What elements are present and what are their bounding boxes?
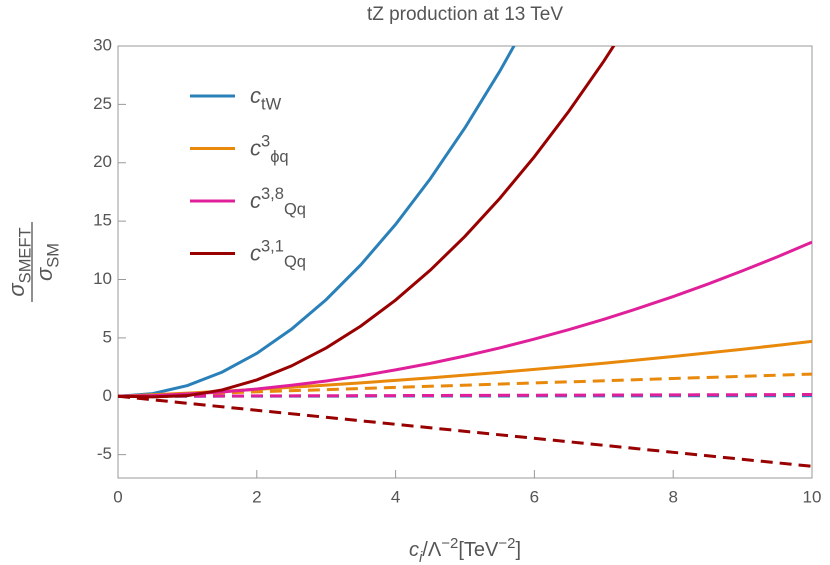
- text-part: −2: [441, 535, 458, 552]
- plot-frame: [117, 45, 813, 479]
- rich-text: c3,1Qq: [250, 238, 306, 271]
- text-part: [TeV: [458, 539, 499, 561]
- text-part: SM: [45, 243, 63, 268]
- chart-title: tZ production at 13 TeV: [367, 4, 563, 25]
- linear-term-line: [118, 393, 812, 398]
- text-part: c: [250, 188, 261, 213]
- rich-text: ci/Λ−2[TeV−2]: [409, 535, 521, 565]
- linear-term-line: [118, 394, 812, 468]
- text-part: c: [250, 136, 261, 161]
- x-tick-label: 10: [803, 487, 822, 506]
- rich-text: c3,8Qq: [250, 185, 306, 218]
- text-part: c: [250, 83, 261, 108]
- y-tick-label: 25: [93, 94, 112, 113]
- text-part: 3,8: [261, 185, 284, 203]
- text-part: 3,1: [261, 238, 284, 256]
- y-tick-label: 0: [103, 386, 112, 405]
- rich-text: σSMEFT: [4, 227, 35, 296]
- x-tick-label: 0: [113, 487, 122, 506]
- x-tick-label: 4: [391, 487, 400, 506]
- text-part: σ: [32, 267, 57, 281]
- rich-text: σSM: [32, 243, 63, 281]
- plot-area: [118, 46, 812, 468]
- y-tick-label: 20: [93, 152, 112, 171]
- y-tick-label: -5: [97, 444, 112, 463]
- text-part: c: [250, 241, 261, 266]
- y-tick-label: 5: [103, 327, 112, 346]
- y-tick-label: 30: [93, 35, 112, 54]
- text-part: ]: [515, 539, 521, 561]
- rich-text: c3ϕq: [250, 133, 289, 166]
- text-part: ϕq: [270, 148, 288, 166]
- text-part: c: [409, 539, 419, 561]
- text-part: /Λ: [422, 539, 442, 561]
- linear-term-line: [118, 372, 812, 398]
- series-line: [118, 46, 516, 398]
- series-line: [118, 240, 812, 398]
- text-part: −2: [498, 535, 515, 552]
- text-part: SMEFT: [17, 227, 35, 283]
- y-tick-label: 10: [93, 269, 112, 288]
- x-tick-label: 8: [668, 487, 677, 506]
- rich-text: ctW: [250, 83, 282, 114]
- text-part: Qq: [284, 253, 306, 271]
- text-part: i: [419, 549, 423, 565]
- text-part: tW: [261, 96, 282, 114]
- text-part: σ: [4, 283, 29, 297]
- x-tick-label: 6: [530, 487, 539, 506]
- text-part: Qq: [284, 201, 306, 219]
- y-tick-label: 15: [93, 211, 112, 230]
- text-part: 3: [261, 133, 270, 151]
- x-tick-label: 2: [252, 487, 261, 506]
- series-line: [118, 339, 812, 398]
- series-line: [118, 46, 616, 399]
